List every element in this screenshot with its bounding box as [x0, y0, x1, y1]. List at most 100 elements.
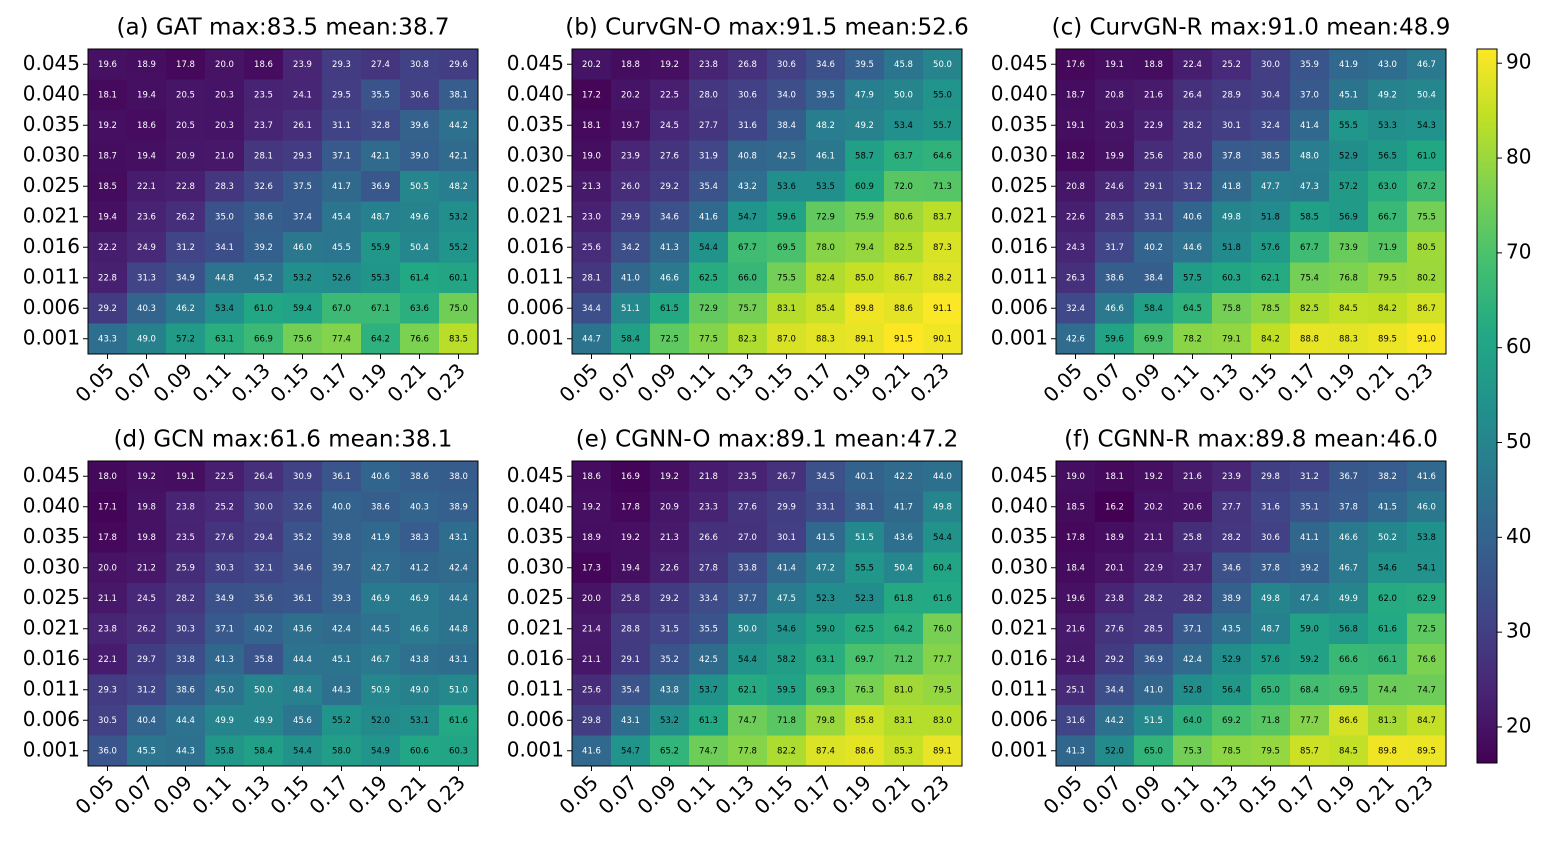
heatmap-cell — [127, 323, 167, 355]
heatmap-cell — [283, 293, 323, 324]
cell-label: 52.9 — [1339, 151, 1358, 161]
heatmap-cell — [1407, 461, 1447, 492]
y-tick-label: 0.021 — [991, 615, 1048, 639]
x-tick-label: 0.13 — [226, 358, 274, 406]
heatmap-cell — [88, 522, 128, 553]
heatmap-cell — [689, 232, 729, 263]
heatmap-cell — [689, 583, 729, 614]
x-tick-label: 0.19 — [1311, 358, 1359, 406]
cell-label: 43.2 — [738, 182, 757, 192]
cell-label: 62.0 — [1378, 594, 1397, 604]
heatmap-cell — [1407, 110, 1447, 141]
heatmap-cell — [1407, 491, 1447, 523]
cell-label: 45.5 — [137, 746, 156, 756]
heatmap-cell — [1329, 171, 1369, 202]
cell-label: 31.2 — [1300, 472, 1319, 482]
cell-label: 19.2 — [1144, 472, 1163, 482]
cell-label: 88.3 — [816, 334, 835, 344]
heatmap-cell — [1251, 171, 1291, 202]
cell-label: 28.2 — [1144, 594, 1163, 604]
cell-label: 35.9 — [1300, 60, 1319, 70]
cell-label: 78.5 — [1222, 746, 1241, 756]
y-tick-label: 0.035 — [507, 112, 564, 136]
heatmap-cell — [728, 461, 768, 492]
cell-label: 51.0 — [449, 685, 468, 695]
cell-label: 25.6 — [1144, 151, 1163, 161]
x-tick-label: 0.19 — [1311, 770, 1359, 818]
y-tick-label: 0.025 — [23, 173, 80, 197]
cell-label: 91.5 — [894, 334, 913, 344]
cell-label: 19.2 — [660, 472, 679, 482]
cell-label: 28.1 — [254, 151, 273, 161]
heatmap-cell — [361, 79, 401, 111]
cell-label: 38.1 — [855, 502, 874, 512]
heatmap-cell — [1095, 323, 1135, 355]
cell-label: 22.6 — [660, 563, 679, 573]
cell-label: 37.1 — [1183, 624, 1202, 634]
cell-label: 34.9 — [176, 273, 195, 283]
cell-label: 17.8 — [621, 502, 640, 512]
cell-label: 59.4 — [293, 304, 312, 314]
heatmap-cell — [88, 735, 128, 767]
heatmap-cell — [1212, 674, 1252, 706]
cell-label: 29.3 — [98, 685, 117, 695]
cell-label: 55.2 — [332, 716, 351, 726]
heatmap-cell — [1329, 49, 1369, 80]
heatmap-cell — [923, 49, 963, 80]
cell-label: 18.9 — [582, 533, 601, 543]
cell-label: 47.4 — [1300, 594, 1319, 604]
y-tick-label: 0.030 — [507, 554, 564, 578]
cell-label: 63.0 — [1378, 182, 1397, 192]
heatmap-cell — [1173, 674, 1213, 706]
heatmap-cell — [572, 140, 612, 172]
cell-label: 39.5 — [855, 60, 874, 70]
heatmap-cell — [1212, 171, 1252, 202]
cell-label: 63.1 — [215, 334, 234, 344]
cell-label: 36.7 — [1339, 472, 1358, 482]
cell-label: 80.2 — [1417, 273, 1436, 283]
heatmap-cell — [244, 171, 284, 202]
cell-label: 32.1 — [254, 563, 273, 573]
heatmap-cell — [1212, 552, 1252, 584]
cell-label: 47.9 — [855, 90, 874, 100]
cell-label: 88.3 — [1339, 334, 1358, 344]
cell-label: 42.1 — [371, 151, 390, 161]
heatmap-cell — [205, 140, 245, 172]
cell-label: 25.8 — [621, 594, 640, 604]
cell-label: 23.5 — [254, 90, 273, 100]
heatmap-cell — [923, 491, 963, 523]
cell-label: 84.7 — [1417, 716, 1436, 726]
cell-label: 30.3 — [215, 563, 234, 573]
cell-label: 37.8 — [1261, 563, 1280, 573]
heatmap-cell — [166, 583, 206, 614]
y-tick-label: 0.040 — [507, 493, 564, 517]
cell-label: 28.8 — [621, 624, 640, 634]
cell-label: 47.5 — [777, 594, 796, 604]
cell-label: 35.5 — [371, 90, 390, 100]
cell-label: 91.1 — [933, 304, 952, 314]
cell-label: 42.5 — [699, 655, 718, 665]
heatmap-cell — [1056, 491, 1096, 523]
heatmap-cell — [1095, 110, 1135, 141]
heatmap-cell — [923, 674, 963, 706]
cell-label: 18.1 — [98, 90, 117, 100]
cell-label: 52.0 — [1105, 746, 1124, 756]
heatmap-cell — [806, 613, 846, 645]
x-tick-label: 0.05 — [70, 770, 118, 818]
heatmap-cell — [283, 79, 323, 111]
cell-label: 19.2 — [98, 121, 117, 131]
heatmap-cell — [806, 140, 846, 172]
cell-label: 75.6 — [293, 334, 312, 344]
heatmap-cell — [244, 461, 284, 492]
heatmap-cell — [767, 110, 807, 141]
heatmap-cell — [244, 705, 284, 736]
heatmap-cell — [728, 171, 768, 202]
cell-label: 20.5 — [176, 90, 195, 100]
cell-label: 17.3 — [582, 563, 601, 573]
cell-label: 32.4 — [1261, 121, 1280, 131]
cell-label: 37.0 — [1300, 90, 1319, 100]
heatmap-cell — [244, 232, 284, 263]
heatmap-cell — [1368, 49, 1408, 80]
y-tick-label: 0.025 — [507, 585, 564, 609]
cell-label: 20.3 — [215, 121, 234, 131]
